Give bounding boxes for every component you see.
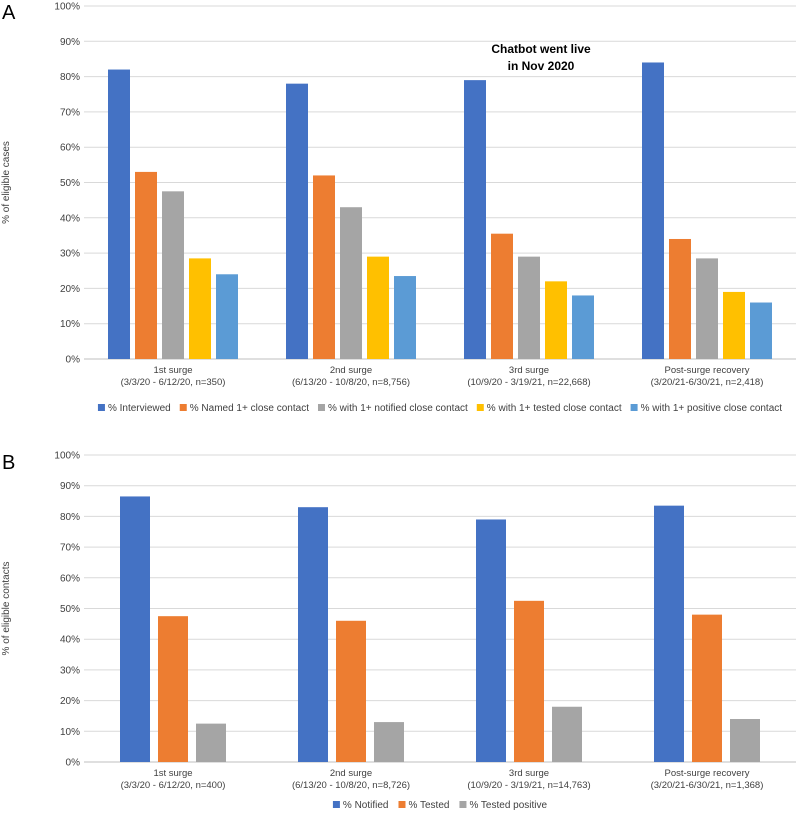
- y-tick-label: 0%: [66, 355, 81, 366]
- x-tick-label: (3/20/21-6/30/21, n=1,368): [651, 780, 764, 791]
- bar: [552, 706, 582, 762]
- bar: [669, 238, 691, 359]
- legend: % Interviewed % Named 1+ close contact % w…: [97, 403, 783, 414]
- bar: [750, 302, 772, 359]
- bar: [216, 274, 238, 359]
- x-tick-label: Post-surge recovery: [664, 768, 749, 779]
- bar: [692, 614, 722, 762]
- bar: [298, 507, 328, 762]
- bar: [642, 62, 664, 359]
- y-tick-label: 90%: [60, 37, 80, 48]
- legend-label: % with 1+ positive close contact: [641, 403, 783, 414]
- legend: % Notified % Tested % Tested positive: [332, 800, 548, 811]
- bar: [135, 171, 157, 359]
- bar: [108, 69, 130, 359]
- x-tick-label: 3rd surge: [509, 768, 549, 779]
- bar: [696, 258, 718, 359]
- x-tick-label: 2nd surge: [330, 365, 372, 376]
- y-tick-label: 40%: [60, 213, 80, 224]
- bar: [158, 616, 188, 762]
- bar: [340, 207, 362, 359]
- bar: [162, 191, 184, 359]
- y-tick-label: 70%: [60, 543, 80, 554]
- bar: [394, 276, 416, 359]
- legend-label: % Interviewed: [108, 403, 171, 414]
- panel-letter-b: B: [2, 452, 15, 474]
- bar: [464, 80, 486, 359]
- bar: [491, 233, 513, 359]
- y-tick-label: 20%: [60, 696, 80, 707]
- y-tick-label: 10%: [60, 727, 80, 738]
- bar: [313, 175, 335, 359]
- legend-swatch: [459, 801, 467, 808]
- y-axis-label: % of eligible cases: [1, 141, 12, 224]
- y-tick-label: 50%: [60, 604, 80, 615]
- bar: [367, 256, 389, 359]
- chart-b: 0% 10% 20% 30% 40% 50% 60% 70% 80% 90% 100% % of el…: [1, 451, 796, 811]
- x-tick-label: 1st surge: [153, 768, 192, 779]
- y-tick-label: 30%: [60, 249, 80, 260]
- y-tick-label: 80%: [60, 72, 80, 83]
- legend-swatch: [97, 404, 105, 411]
- bar: [518, 256, 540, 359]
- legend-swatch: [630, 404, 638, 411]
- x-tick-label: (10/9/20 - 3/19/21, n=22,668): [467, 377, 590, 388]
- legend-swatch: [398, 801, 406, 808]
- x-tick-label: (6/13/20 - 10/8/20, n=8,726): [292, 780, 410, 791]
- x-tick-label: (3/20/21-6/30/21, n=2,418): [651, 377, 764, 388]
- bar: [654, 505, 684, 762]
- legend-label: % Tested: [408, 800, 449, 811]
- y-tick-label: 90%: [60, 481, 80, 492]
- y-tick-label: 0%: [66, 758, 81, 769]
- y-tick-label: 80%: [60, 512, 80, 523]
- y-tick-label: 70%: [60, 107, 80, 118]
- bar: [723, 291, 745, 359]
- legend-label: % Notified: [343, 800, 389, 811]
- bar: [336, 620, 366, 762]
- x-tick-label: Post-surge recovery: [664, 365, 749, 376]
- bar: [120, 496, 150, 762]
- y-tick-label: 50%: [60, 178, 80, 189]
- bar: [730, 719, 760, 762]
- y-axis-label: % of eligible contacts: [1, 562, 12, 656]
- y-tick-label: 60%: [60, 573, 80, 584]
- annotation-text: in Nov 2020: [508, 59, 575, 73]
- y-tick-label: 40%: [60, 635, 80, 646]
- bar: [189, 258, 211, 359]
- legend-swatch: [179, 404, 187, 411]
- bar: [476, 519, 506, 762]
- bar: [374, 722, 404, 762]
- y-tick-label: 60%: [60, 143, 80, 154]
- y-tick-label: 100%: [54, 451, 80, 462]
- legend-label: % with 1+ tested close contact: [487, 403, 622, 414]
- bar: [514, 600, 544, 762]
- legend-swatch: [317, 404, 325, 411]
- legend-label: % Named 1+ close contact: [190, 403, 309, 414]
- x-tick-label: (10/9/20 - 3/19/21, n=14,763): [467, 780, 590, 791]
- x-tick-label: 1st surge: [153, 365, 192, 376]
- bar: [196, 723, 226, 762]
- bar: [286, 83, 308, 359]
- x-tick-label: (6/13/20 - 10/8/20, n=8,756): [292, 377, 410, 388]
- bar: [572, 295, 594, 359]
- legend-swatch: [332, 801, 340, 808]
- x-tick-label: (3/3/20 - 6/12/20, n=350): [121, 377, 226, 388]
- panel-letter-a: A: [2, 2, 16, 24]
- legend-swatch: [476, 404, 484, 411]
- annotation-text: Chatbot went live: [491, 42, 591, 56]
- x-tick-label: 2nd surge: [330, 768, 372, 779]
- legend-label: % with 1+ notified close contact: [328, 403, 468, 414]
- y-tick-label: 20%: [60, 284, 80, 295]
- bar: [545, 281, 567, 359]
- x-tick-label: 3rd surge: [509, 365, 549, 376]
- y-tick-label: 100%: [54, 2, 80, 13]
- x-tick-label: (3/3/20 - 6/12/20, n=400): [121, 780, 226, 791]
- y-tick-label: 30%: [60, 665, 80, 676]
- legend-label: % Tested positive: [469, 800, 547, 811]
- y-tick-label: 10%: [60, 319, 80, 330]
- chart-a: 0% 10% 20% 30% 40% 50% 60% 70% 80% 90% 100% % of el…: [1, 2, 796, 414]
